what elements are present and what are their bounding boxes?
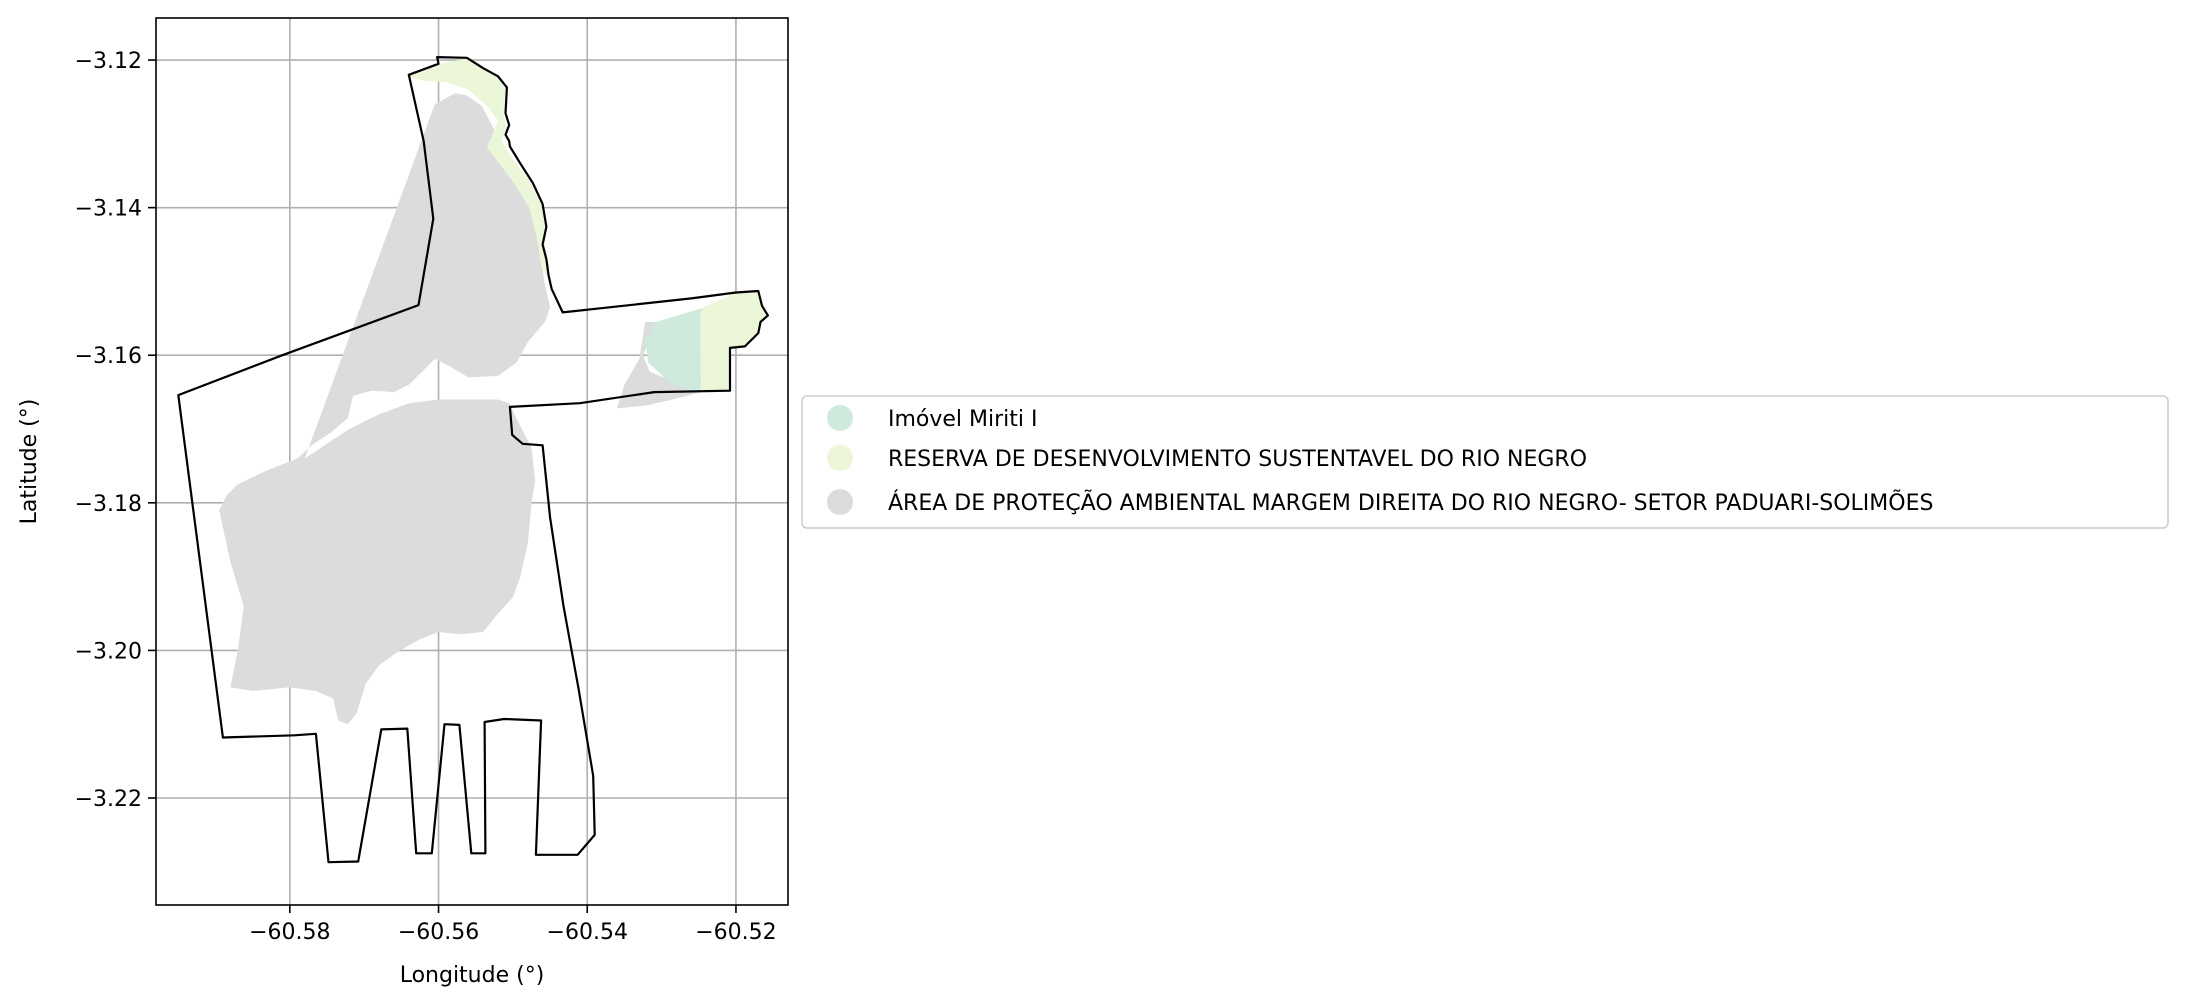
legend-label: ÁREA DE PROTEÇÃO AMBIENTAL MARGEM DIREIT… bbox=[888, 489, 1933, 516]
y-tick-label: −3.14 bbox=[75, 197, 142, 222]
legend-label: Imóvel Miriti I bbox=[888, 407, 1038, 432]
legend: Imóvel Miriti I RESERVA DE DESENVOLVIMENT… bbox=[801, 395, 2169, 529]
reserva-area bbox=[700, 291, 768, 393]
apa-area bbox=[219, 93, 551, 725]
miriti-area bbox=[645, 308, 703, 393]
y-tick-label: −3.12 bbox=[75, 49, 142, 74]
x-tick-label: −60.54 bbox=[547, 920, 628, 945]
y-tick-label: −3.18 bbox=[75, 492, 142, 517]
legend-box bbox=[801, 395, 2169, 529]
y-axis-ticks: −3.12 −3.14 −3.16 −3.18 −3.20 −3.22 bbox=[75, 49, 156, 812]
y-axis-label: Latitude (°) bbox=[17, 399, 42, 525]
x-axis-label: Longitude (°) bbox=[400, 963, 545, 988]
x-tick-label: −60.56 bbox=[398, 920, 479, 945]
legend-marker bbox=[827, 489, 853, 515]
reserva-layer bbox=[407, 58, 768, 393]
legend-entry: Imóvel Miriti I bbox=[827, 405, 1038, 432]
x-axis-ticks: −60.58 −60.56 −60.54 −60.52 bbox=[249, 905, 777, 945]
x-tick-label: −60.58 bbox=[249, 920, 330, 945]
x-tick-label: −60.52 bbox=[695, 920, 776, 945]
y-tick-label: −3.16 bbox=[75, 344, 142, 369]
plot-area bbox=[155, 17, 789, 906]
legend-entry: ÁREA DE PROTEÇÃO AMBIENTAL MARGEM DIREIT… bbox=[827, 489, 1933, 516]
miriti-layer bbox=[645, 308, 703, 393]
axes-frame bbox=[155, 17, 789, 906]
legend-marker bbox=[827, 405, 853, 431]
legend-entries: Imóvel Miriti I RESERVA DE DESENVOLVIMENT… bbox=[827, 405, 1933, 516]
study-area-boundary bbox=[177, 56, 769, 864]
legend-label: RESERVA DE DESENVOLVIMENTO SUSTENTAVEL D… bbox=[888, 447, 1587, 472]
y-tick-label: −3.20 bbox=[75, 639, 142, 664]
legend-entry: RESERVA DE DESENVOLVIMENTO SUSTENTAVEL D… bbox=[827, 445, 1587, 472]
legend-marker bbox=[827, 445, 853, 471]
y-tick-label: −3.22 bbox=[75, 787, 142, 812]
boundary-layer bbox=[177, 56, 769, 864]
